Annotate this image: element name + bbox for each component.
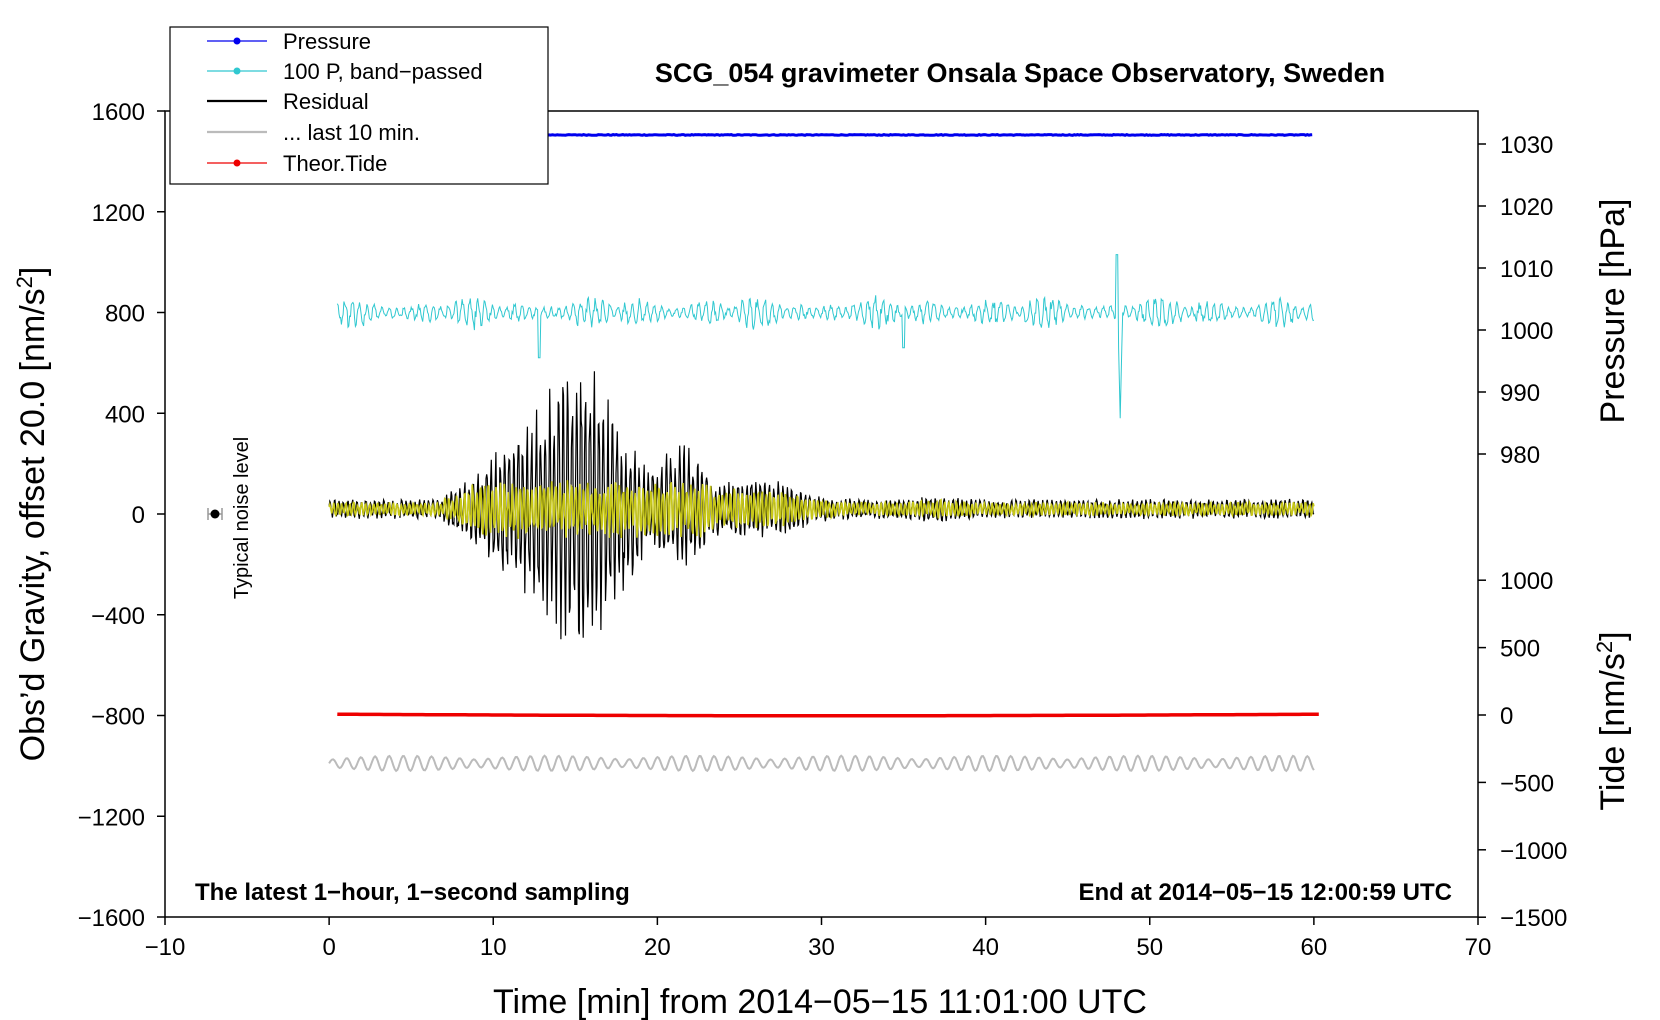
y-tick-label-left: 1200 — [92, 200, 145, 227]
y-axis-title-left-sup: 2 — [12, 276, 37, 288]
noise-indicator: Typical noise level — [207, 437, 253, 599]
note-sampling: The latest 1−hour, 1−second sampling — [195, 879, 630, 906]
chart-title: SCG_054 gravimeter Onsala Space Observat… — [655, 58, 1385, 88]
x-tick-label: −10 — [145, 934, 186, 961]
y-tick-label-left: 800 — [105, 301, 145, 328]
legend-label-bandpassed: 100 P, band−passed — [283, 59, 483, 84]
y-tick-label-tide: 500 — [1500, 636, 1540, 663]
y-tick-label-left: 1600 — [92, 99, 145, 126]
y-tick-label-pressure: 1000 — [1500, 318, 1553, 345]
y-tick-label-left: −400 — [91, 603, 145, 630]
series-last10-line — [328, 754, 1315, 773]
legend-marker-pressure — [233, 37, 241, 45]
y-ticks-pressure: 1030 1020 1010 1000 990 980 — [1478, 132, 1553, 469]
y-tick-label-left: −1600 — [78, 905, 145, 932]
legend-label-residual: Residual — [283, 89, 369, 114]
series-tide-line — [337, 712, 1319, 718]
y-tick-label-tide: −1500 — [1500, 905, 1567, 932]
y-ticks-tide: 1000 500 0 −500 −1000 −1500 — [1478, 568, 1567, 932]
x-tick-label: 30 — [808, 934, 835, 961]
legend-item-last10: ... last 10 min. — [207, 120, 420, 145]
y-axis-title-pressure: Pressure [hPa] — [1594, 199, 1632, 424]
y-tick-label-left: −800 — [91, 704, 145, 731]
series-bandpassed-line — [336, 254, 1315, 419]
noise-label: Typical noise level — [231, 437, 253, 599]
series-layer — [328, 132, 1319, 773]
legend-box — [169, 26, 549, 185]
y-tick-label-pressure: 980 — [1500, 442, 1540, 469]
noise-point — [210, 509, 220, 519]
x-tick-label: 10 — [480, 934, 507, 961]
x-tick-label: 70 — [1465, 934, 1492, 961]
series-residual-overlay-line — [328, 480, 1315, 539]
y-tick-label-pressure: 1020 — [1500, 194, 1553, 221]
legend-item-tide: Theor.Tide — [207, 151, 387, 176]
y-tick-label-left: 0 — [132, 502, 145, 529]
y-tick-label-pressure: 1030 — [1500, 132, 1553, 159]
y-axis-title-tide-end: ] — [1594, 631, 1632, 640]
legend-label-pressure: Pressure — [283, 29, 371, 54]
y-axis-title-left-end: ] — [14, 267, 52, 276]
y-axis-title-tide-sup: 2 — [1592, 641, 1617, 653]
y-tick-label-tide: 0 — [1500, 703, 1513, 730]
x-tick-label: 50 — [1136, 934, 1163, 961]
legend-item-bandpassed: 100 P, band−passed — [207, 59, 483, 84]
y-axis-title-tide-main: Tide [nm/s — [1594, 653, 1632, 810]
x-ticks: −10 0 10 20 30 40 50 60 70 — [145, 917, 1492, 961]
x-tick-label: 40 — [972, 934, 999, 961]
y-axis-title-left: Obs’d Gravity, offset 20.0 [nm/s2] — [12, 267, 52, 762]
y-tick-label-pressure: 990 — [1500, 380, 1540, 407]
legend-marker-bandpassed — [233, 67, 241, 75]
legend-item-pressure: Pressure — [207, 29, 371, 54]
legend: Pressure 100 P, band−passed Residual ...… — [169, 26, 549, 185]
legend-label-tide: Theor.Tide — [283, 151, 387, 176]
legend-item-residual: Residual — [207, 89, 369, 114]
x-tick-label: 60 — [1301, 934, 1328, 961]
y-tick-label-left: −1200 — [78, 804, 145, 831]
y-tick-label-left: 400 — [105, 401, 145, 428]
y-tick-label-tide: −1000 — [1500, 838, 1567, 865]
y-tick-label-pressure: 1010 — [1500, 256, 1553, 283]
legend-marker-tide — [233, 159, 241, 167]
y-axis-title-left-main: Obs’d Gravity, offset 20.0 [nm/s — [14, 288, 52, 761]
x-tick-label: 20 — [644, 934, 671, 961]
y-ticks-left: 1600 1200 800 400 0 −400 −800 −1200 −1600 — [78, 99, 165, 932]
x-tick-label: 0 — [322, 934, 335, 961]
y-tick-label-tide: 1000 — [1500, 568, 1553, 595]
note-end-time: End at 2014−05−15 12:00:59 UTC — [1078, 879, 1452, 906]
x-axis-title: Time [min] from 2014−05−15 11:01:00 UTC — [493, 983, 1147, 1020]
y-axis-title-tide: Tide [nm/s2] — [1592, 631, 1632, 810]
y-tick-label-tide: −500 — [1500, 770, 1554, 797]
legend-label-last10: ... last 10 min. — [283, 120, 420, 145]
